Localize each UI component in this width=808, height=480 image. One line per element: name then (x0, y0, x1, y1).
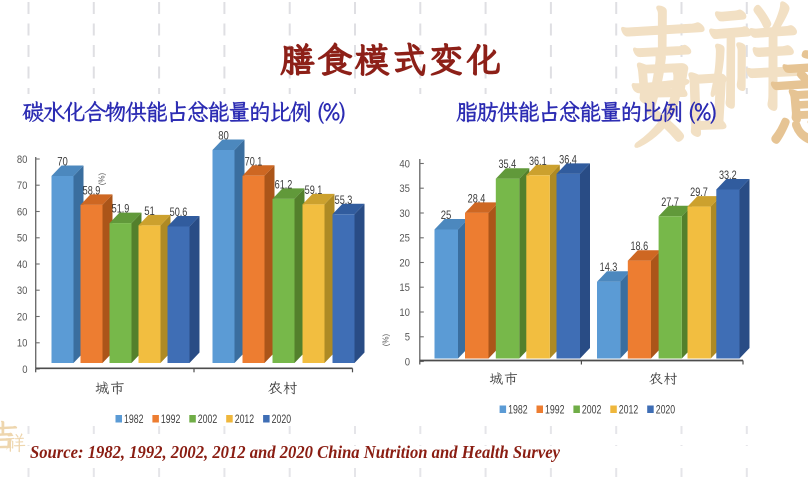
svg-text:80: 80 (218, 129, 229, 143)
svg-text:18.6: 18.6 (630, 239, 648, 253)
svg-text:Source: 1982, 1992, 2002, 2012: Source: 1982, 1992, 2002, 2012 and 2020 … (30, 442, 560, 462)
svg-text:40: 40 (399, 158, 410, 170)
svg-text:33.2: 33.2 (719, 168, 737, 182)
svg-text:36.1: 36.1 (529, 154, 547, 168)
svg-text:2012: 2012 (235, 414, 255, 426)
svg-text:(%): (%) (98, 172, 107, 185)
svg-text:40: 40 (17, 259, 28, 271)
svg-text:(%): (%) (382, 333, 391, 346)
svg-text:28.4: 28.4 (468, 191, 486, 205)
svg-text:50.6: 50.6 (170, 205, 188, 219)
svg-text:25: 25 (399, 233, 410, 245)
svg-text:2012: 2012 (619, 405, 639, 417)
svg-text:29.7: 29.7 (690, 185, 708, 199)
svg-text:14.3: 14.3 (600, 260, 618, 274)
svg-text:15: 15 (399, 282, 410, 294)
svg-text:2020: 2020 (656, 405, 676, 417)
svg-text:30: 30 (399, 208, 410, 220)
svg-text:50: 50 (17, 233, 28, 245)
svg-text:51: 51 (144, 204, 155, 218)
svg-text:59.1: 59.1 (305, 183, 323, 197)
svg-text:20: 20 (17, 311, 28, 323)
svg-text:35.4: 35.4 (498, 157, 516, 171)
svg-text:25: 25 (441, 208, 452, 222)
svg-text:2002: 2002 (198, 414, 218, 426)
svg-text:10: 10 (17, 338, 28, 350)
svg-text:30: 30 (17, 285, 28, 297)
svg-text:1992: 1992 (545, 405, 565, 417)
svg-text:0: 0 (405, 356, 410, 368)
svg-text:2020: 2020 (272, 414, 292, 426)
svg-text:36.4: 36.4 (559, 152, 577, 166)
svg-text:5: 5 (405, 332, 410, 344)
svg-text:1992: 1992 (161, 414, 181, 426)
svg-text:70.1: 70.1 (245, 154, 263, 168)
svg-text:60: 60 (17, 206, 28, 218)
svg-text:58.9: 58.9 (83, 183, 101, 197)
svg-text:20: 20 (399, 257, 410, 269)
svg-text:1982: 1982 (508, 405, 527, 417)
svg-text:55.3: 55.3 (335, 193, 353, 207)
svg-text:80: 80 (17, 154, 28, 166)
svg-text:70: 70 (17, 180, 28, 192)
svg-text:51.9: 51.9 (112, 202, 130, 216)
svg-text:0: 0 (22, 364, 27, 376)
svg-text:2002: 2002 (582, 405, 602, 417)
svg-text:35: 35 (399, 183, 410, 195)
svg-text:27.7: 27.7 (661, 195, 679, 209)
svg-text:1982: 1982 (124, 414, 144, 426)
svg-text:10: 10 (399, 307, 410, 319)
svg-text:61.2: 61.2 (275, 177, 293, 191)
svg-text:70: 70 (57, 155, 68, 169)
